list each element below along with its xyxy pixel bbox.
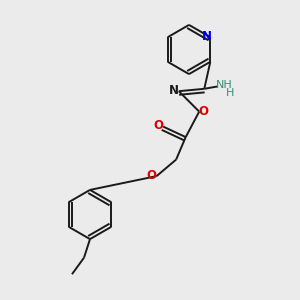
Text: NH: NH — [215, 80, 232, 90]
Text: O: O — [198, 104, 208, 118]
Text: N: N — [169, 84, 179, 98]
Text: O: O — [146, 169, 156, 182]
Text: H: H — [226, 88, 235, 98]
Text: O: O — [153, 119, 164, 132]
Text: N: N — [201, 30, 212, 43]
